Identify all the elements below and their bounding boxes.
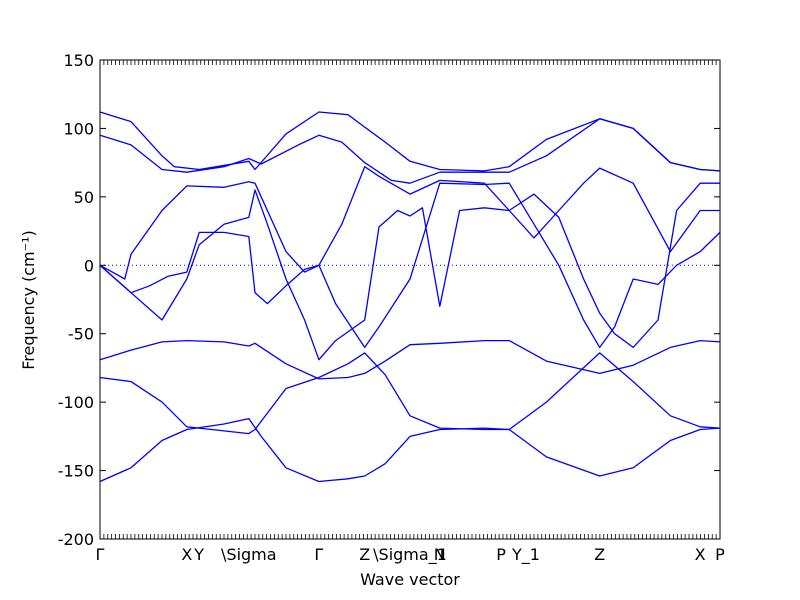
y-tick-label: 0 bbox=[84, 256, 94, 275]
x-tick-label: Z bbox=[359, 545, 370, 564]
x-tick-label: P bbox=[715, 545, 725, 564]
band-line-4 bbox=[99, 417, 721, 483]
x-tick-label: \Sigma_1 bbox=[373, 545, 447, 565]
x-tick-label: Γ bbox=[96, 545, 105, 564]
y-tick-label: 150 bbox=[63, 51, 94, 70]
y-tick-label: -50 bbox=[68, 325, 94, 344]
band-line-5 bbox=[99, 339, 721, 380]
x-tick-label: Y bbox=[193, 545, 204, 564]
x-tick-label: P bbox=[496, 545, 506, 564]
x-tick-label: N bbox=[434, 545, 446, 564]
y-tick-label: 100 bbox=[63, 119, 94, 138]
y-tick-label: 50 bbox=[74, 188, 94, 207]
y-tick-label: -200 bbox=[58, 530, 94, 549]
y-tick-label: -100 bbox=[58, 393, 94, 412]
plot-frame bbox=[99, 59, 721, 540]
x-tick-label: Y_1 bbox=[511, 545, 540, 565]
band-line-7 bbox=[99, 166, 720, 349]
x-tick-label: \Sigma bbox=[221, 545, 277, 564]
y-axis-title: Frequency (cm⁻¹) bbox=[19, 230, 38, 369]
band-line-1 bbox=[99, 111, 721, 172]
band-line-2 bbox=[99, 118, 721, 184]
y-tick-label: -150 bbox=[58, 462, 94, 481]
band-line-6 bbox=[99, 182, 721, 349]
x-tick-label: X bbox=[181, 545, 192, 564]
x-tick-label: X bbox=[695, 545, 706, 564]
x-tick-label: Γ bbox=[314, 545, 323, 564]
band-line-3 bbox=[99, 352, 721, 435]
x-tick-label: Z bbox=[594, 545, 605, 564]
band-line-8 bbox=[99, 167, 720, 361]
x-axis-title: Wave vector bbox=[360, 570, 460, 589]
